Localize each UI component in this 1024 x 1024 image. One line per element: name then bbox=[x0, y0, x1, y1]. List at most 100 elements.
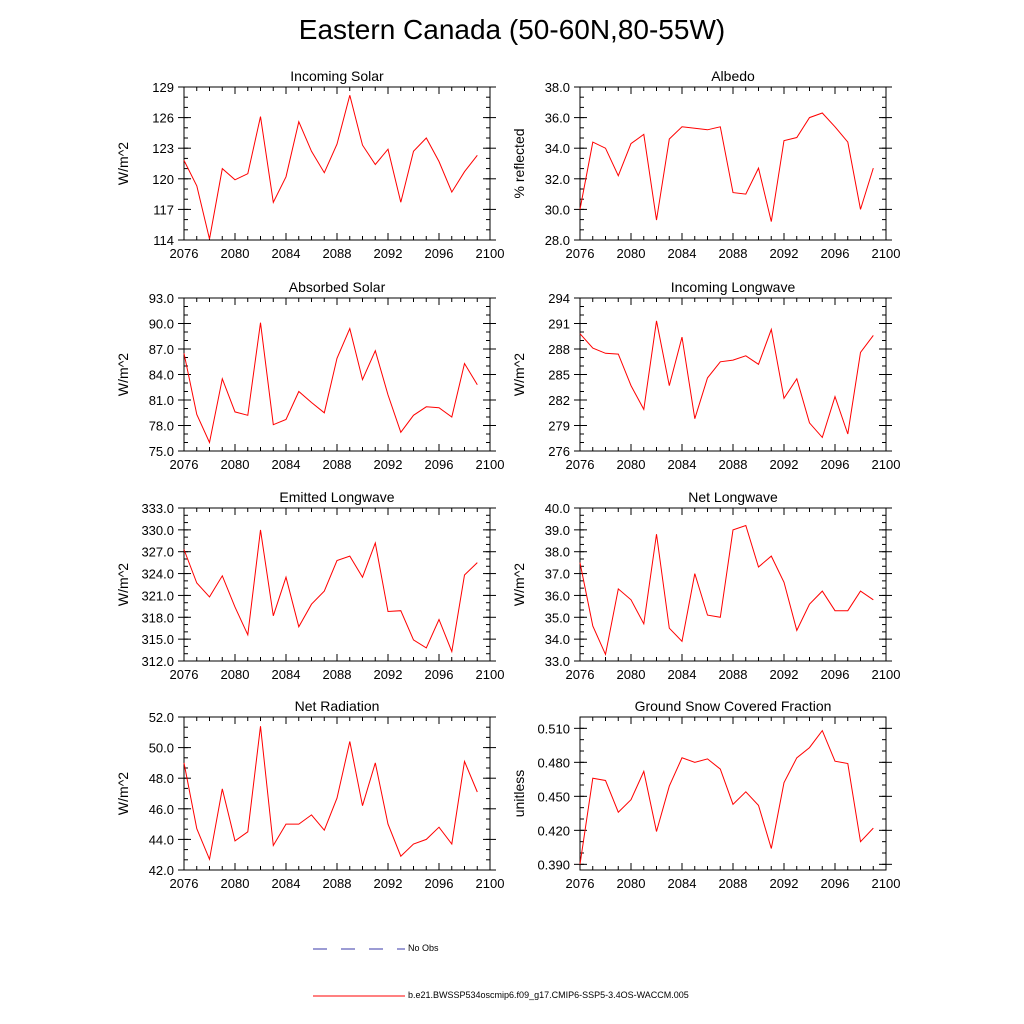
y-tick-label: 0.420 bbox=[537, 823, 570, 838]
x-tick-label: 2080 bbox=[617, 667, 646, 682]
plot-frame bbox=[579, 297, 887, 452]
x-tick-label: 2092 bbox=[770, 667, 799, 682]
panel-title: Albedo bbox=[711, 68, 755, 84]
y-tick-label: 279 bbox=[548, 419, 570, 434]
y-tick-label: 34.0 bbox=[545, 141, 570, 156]
x-tick-label: 2076 bbox=[170, 667, 199, 682]
x-tick-label: 2076 bbox=[170, 457, 199, 472]
x-tick-label: 2084 bbox=[272, 457, 301, 472]
y-tick-label: 46.0 bbox=[149, 802, 174, 817]
y-tick-label: 288 bbox=[548, 342, 570, 357]
series-line-model bbox=[579, 524, 874, 657]
y-axis-label: W/m^2 bbox=[115, 772, 131, 815]
legend-model-label: b.e21.BWSSP534oscmip6.f09_g17.CMIP6-SSP5… bbox=[408, 990, 689, 1000]
y-tick-label: 126 bbox=[152, 111, 174, 126]
figure-title: Eastern Canada (50-60N,80-55W) bbox=[298, 14, 726, 45]
y-axis-label: unitless bbox=[511, 770, 527, 817]
y-tick-label: 318.0 bbox=[141, 610, 174, 625]
x-tick-label: 2084 bbox=[668, 667, 697, 682]
y-tick-label: 38.0 bbox=[545, 545, 570, 560]
y-tick-label: 123 bbox=[152, 141, 174, 156]
x-tick-label: 2076 bbox=[170, 246, 199, 261]
y-tick-label: 39.0 bbox=[545, 523, 570, 538]
x-tick-label: 2076 bbox=[566, 246, 595, 261]
panel-incoming-solar: Incoming Solar W/m^2 2076 2080 2084 2088 2092 2… bbox=[115, 68, 504, 261]
y-tick-label: 282 bbox=[548, 393, 570, 408]
x-tick-label: 2088 bbox=[719, 667, 748, 682]
y-axis-label: W/m^2 bbox=[115, 353, 131, 396]
y-tick-label: 28.0 bbox=[545, 233, 570, 248]
x-tick-label: 2080 bbox=[617, 457, 646, 472]
panel-title: Net Longwave bbox=[688, 489, 778, 505]
x-tick-label: 2100 bbox=[476, 246, 505, 261]
y-axis-label: W/m^2 bbox=[115, 142, 131, 185]
series-line-model bbox=[183, 322, 478, 445]
y-tick-label: 114 bbox=[153, 233, 174, 248]
plot-frame bbox=[183, 716, 491, 871]
y-tick-label: 48.0 bbox=[149, 771, 174, 786]
x-tick-label: 2092 bbox=[770, 876, 799, 891]
legend-obs-label: No Obs bbox=[408, 943, 439, 953]
x-tick-label: 2092 bbox=[770, 246, 799, 261]
y-tick-label: 0.480 bbox=[537, 755, 570, 770]
plot-frame bbox=[579, 716, 887, 871]
y-tick-label: 87.0 bbox=[149, 342, 174, 357]
series-line-model bbox=[579, 729, 874, 865]
x-tick-label: 2084 bbox=[668, 876, 697, 891]
x-tick-label: 2088 bbox=[323, 457, 352, 472]
x-tick-label: 2080 bbox=[617, 876, 646, 891]
plot-frame bbox=[183, 297, 491, 452]
x-tick-label: 2100 bbox=[872, 667, 901, 682]
y-tick-label: 34.0 bbox=[545, 632, 570, 647]
panel-emitted-longwave: Emitted Longwave W/m^2 2076 2080 2084 2088 209… bbox=[115, 489, 504, 682]
panel-incoming-longwave: Incoming Longwave W/m^2 2076 2080 2084 2088 20… bbox=[511, 279, 900, 472]
panel-absorbed-solar: Absorbed Solar W/m^2 2076 2080 2084 2088 2092 2… bbox=[115, 279, 504, 472]
y-tick-label: 40.0 bbox=[545, 501, 570, 516]
y-tick-label: 32.0 bbox=[545, 172, 570, 187]
panel-net-radiation: Net Radiation W/m^2 2076 2080 2084 2088 2092 20… bbox=[115, 698, 504, 891]
y-tick-label: 90.0 bbox=[149, 317, 174, 332]
panel-net-longwave: Net Longwave W/m^2 2076 2080 2084 2088 2092 209… bbox=[511, 489, 900, 682]
y-tick-label: 84.0 bbox=[149, 368, 174, 383]
x-tick-label: 2100 bbox=[476, 667, 505, 682]
y-axis-label: W/m^2 bbox=[511, 563, 527, 606]
x-tick-label: 2088 bbox=[323, 876, 352, 891]
x-tick-label: 2096 bbox=[425, 246, 454, 261]
y-tick-label: 52.0 bbox=[149, 710, 174, 725]
x-tick-label: 2080 bbox=[221, 246, 250, 261]
x-tick-label: 2092 bbox=[374, 876, 403, 891]
x-tick-label: 2076 bbox=[566, 876, 595, 891]
y-tick-label: 330.0 bbox=[141, 523, 174, 538]
panel-title: Net Radiation bbox=[295, 698, 380, 714]
x-tick-label: 2096 bbox=[425, 667, 454, 682]
y-tick-label: 36.0 bbox=[545, 588, 570, 603]
y-tick-label: 333.0 bbox=[141, 501, 174, 516]
panel-title: Ground Snow Covered Fraction bbox=[635, 698, 832, 714]
y-tick-label: 0.450 bbox=[537, 789, 570, 804]
y-tick-label: 285 bbox=[548, 368, 570, 383]
y-tick-label: 276 bbox=[548, 444, 570, 459]
x-tick-label: 2084 bbox=[272, 246, 301, 261]
x-tick-label: 2100 bbox=[872, 246, 901, 261]
plot-frame bbox=[579, 86, 887, 241]
panel-title: Emitted Longwave bbox=[279, 489, 394, 505]
x-tick-label: 2096 bbox=[821, 876, 850, 891]
plot-frame bbox=[183, 507, 491, 662]
series-line-model bbox=[579, 320, 874, 439]
panel-title: Absorbed Solar bbox=[289, 279, 386, 295]
y-tick-label: 117 bbox=[153, 202, 174, 217]
y-tick-label: 37.0 bbox=[545, 567, 570, 582]
y-axis-label: % reflected bbox=[511, 128, 527, 198]
x-tick-label: 2096 bbox=[821, 246, 850, 261]
x-tick-label: 2100 bbox=[476, 457, 505, 472]
series-line-model bbox=[183, 529, 478, 654]
y-tick-label: 75.0 bbox=[149, 444, 174, 459]
y-tick-label: 294 bbox=[548, 291, 570, 306]
y-tick-label: 327.0 bbox=[141, 545, 174, 560]
x-tick-label: 2084 bbox=[272, 876, 301, 891]
y-tick-label: 44.0 bbox=[149, 832, 174, 847]
x-tick-label: 2096 bbox=[425, 876, 454, 891]
y-tick-label: 312.0 bbox=[141, 654, 174, 669]
y-tick-label: 38.0 bbox=[545, 80, 570, 95]
y-tick-label: 35.0 bbox=[545, 610, 570, 625]
